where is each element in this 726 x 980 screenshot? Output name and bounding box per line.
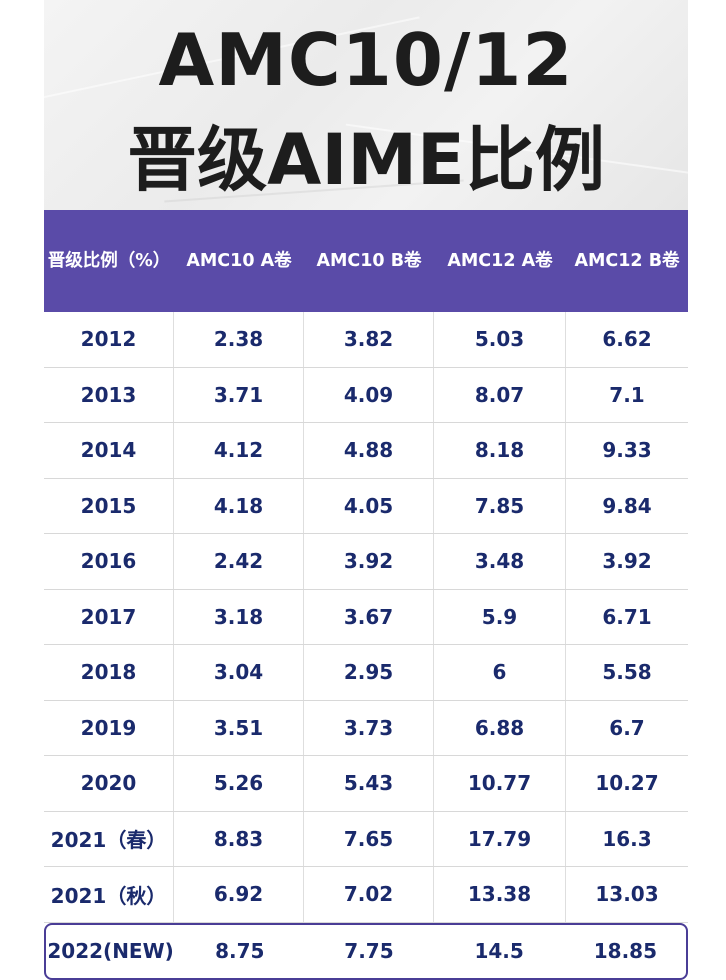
value-cell: 7.65 [304, 811, 434, 866]
value-cell: 4.09 [304, 367, 434, 422]
title-banner: AMC10/12 晋级AIME比例 [44, 0, 688, 210]
value-cell: 14.5 [474, 939, 524, 963]
value-cell: 9.84 [602, 493, 652, 518]
value-cell: 5.03 [434, 312, 566, 367]
value-cell: 3.92 [304, 534, 434, 589]
value-cell: 18.85 [593, 939, 657, 963]
value-cell: 7.85 [434, 478, 566, 533]
value-cell: 5.58 [602, 660, 652, 685]
value-cell: 7.02 [304, 867, 434, 922]
value-cell: 17.79 [434, 811, 566, 866]
table-row: 2018 3.04 2.95 6 5.58 [44, 645, 688, 701]
value-cell: 9.33 [602, 438, 652, 463]
value-cell: 3.82 [304, 312, 434, 367]
value-cell: 7.75 [344, 939, 394, 963]
row-label-cell: 2021（秋） [44, 867, 174, 922]
value-cell: 6.92 [174, 867, 304, 922]
value-cell: 3.67 [304, 589, 434, 644]
value-cell: 8.75 [215, 939, 265, 963]
value-cell: 3.18 [174, 589, 304, 644]
value-cell: 6.62 [602, 327, 652, 352]
value-cell: 7.1 [609, 382, 645, 407]
value-cell: 3.73 [304, 700, 434, 755]
table-row: 2014 4.12 4.88 8.18 9.33 [44, 423, 688, 479]
data-table: 晋级比例（%） AMC10 A卷 AMC10 B卷 AMC12 A卷 AMC12… [44, 210, 688, 980]
value-cell: 5.9 [434, 589, 566, 644]
value-cell: 6.7 [609, 715, 645, 740]
header-cell-amc12b: AMC12 B卷 [574, 251, 680, 271]
title-line-1: AMC10/12 [158, 18, 574, 102]
value-cell: 8.07 [434, 367, 566, 422]
value-cell: 13.38 [434, 867, 566, 922]
table-body: 2012 2.38 3.82 5.03 6.62 2013 3.71 4.09 8.07 7.1 2… [44, 312, 688, 980]
value-cell: 5.26 [174, 756, 304, 811]
value-cell: 6.88 [434, 700, 566, 755]
value-cell: 3.04 [174, 645, 304, 700]
row-label-cell: 2022(NEW) [47, 939, 174, 963]
value-cell: 2.95 [304, 645, 434, 700]
value-cell: 6.71 [602, 604, 652, 629]
table-row: 2022(NEW) 8.75 7.75 14.5 18.85 [44, 922, 688, 980]
value-cell: 8.83 [174, 811, 304, 866]
row-label-cell: 2021（春） [44, 811, 174, 866]
value-cell: 3.71 [174, 367, 304, 422]
value-cell: 6 [434, 645, 566, 700]
value-cell: 10.27 [595, 771, 659, 796]
value-cell: 2.42 [174, 534, 304, 589]
row-label-cell: 2019 [44, 700, 174, 755]
value-cell: 4.05 [304, 478, 434, 533]
row-label-cell: 2018 [44, 645, 174, 700]
table-row: 2021（秋） 6.92 7.02 13.38 13.03 [44, 867, 688, 923]
header-cell-amc10b: AMC10 B卷 [316, 251, 422, 271]
row-label-cell: 2013 [44, 367, 174, 422]
table-row: 2013 3.71 4.09 8.07 7.1 [44, 367, 688, 423]
value-cell: 3.51 [174, 700, 304, 755]
row-label-cell: 2020 [44, 756, 174, 811]
left-margin [0, 0, 44, 977]
value-cell: 5.43 [304, 756, 434, 811]
value-cell: 16.3 [602, 826, 652, 851]
value-cell: 13.03 [595, 882, 659, 907]
row-label-cell: 2015 [44, 478, 174, 533]
right-margin [688, 0, 726, 977]
value-cell: 4.18 [174, 478, 304, 533]
value-cell: 4.12 [174, 423, 304, 478]
title-line-2: 晋级AIME比例 [127, 119, 605, 201]
table-row: 2021（春） 8.83 7.65 17.79 16.3 [44, 811, 688, 867]
value-cell: 10.77 [434, 756, 566, 811]
value-cell: 3.48 [434, 534, 566, 589]
table-row: 2012 2.38 3.82 5.03 6.62 [44, 312, 688, 368]
header-cell-rate: 晋级比例（%） [47, 251, 171, 271]
table-header-row: 晋级比例（%） AMC10 A卷 AMC10 B卷 AMC12 A卷 AMC12… [44, 210, 688, 312]
value-cell: 4.88 [304, 423, 434, 478]
row-label-cell: 2016 [44, 534, 174, 589]
table-row: 2020 5.26 5.43 10.77 10.27 [44, 756, 688, 812]
value-cell: 3.92 [602, 549, 652, 574]
row-label-cell: 2017 [44, 589, 174, 644]
header-cell-amc12a: AMC12 A卷 [447, 251, 553, 271]
value-cell: 2.38 [174, 312, 304, 367]
table-row: 2019 3.51 3.73 6.88 6.7 [44, 700, 688, 756]
table-row: 2017 3.18 3.67 5.9 6.71 [44, 589, 688, 645]
row-label-cell: 2014 [44, 423, 174, 478]
table-row: 2015 4.18 4.05 7.85 9.84 [44, 478, 688, 534]
value-cell: 8.18 [434, 423, 566, 478]
header-cell-amc10a: AMC10 A卷 [186, 251, 292, 271]
row-label-cell: 2012 [44, 312, 174, 367]
table-row: 2016 2.42 3.92 3.48 3.92 [44, 534, 688, 590]
